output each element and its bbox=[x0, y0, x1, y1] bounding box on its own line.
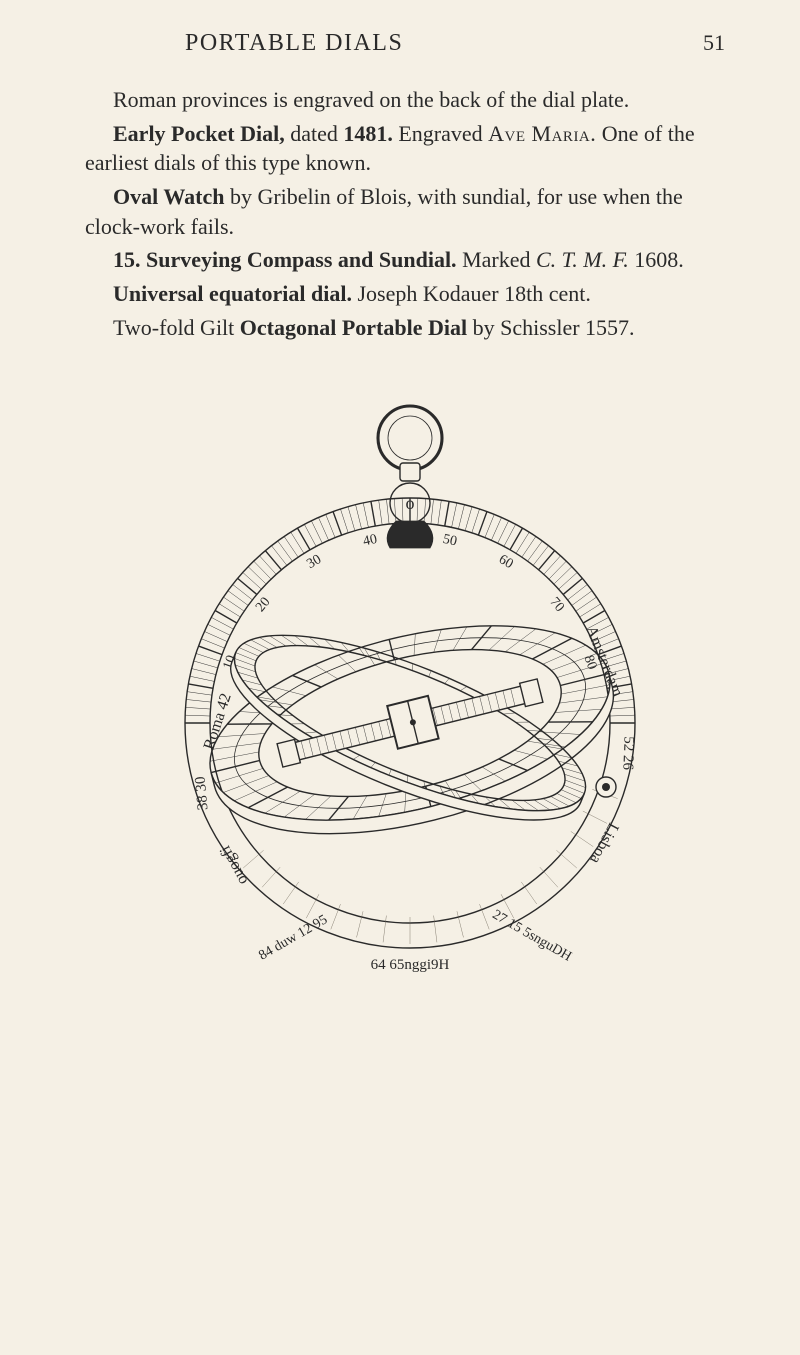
figure-container: o1020304050607080Roma 4238 30ouogfiAmste… bbox=[85, 363, 735, 983]
text: dated bbox=[285, 121, 344, 146]
svg-text:27 15 5snguDH: 27 15 5snguDH bbox=[490, 907, 574, 964]
svg-text:84 duw 12 95: 84 duw 12 95 bbox=[256, 912, 330, 963]
page-header: PORTABLE DIALS 51 bbox=[85, 30, 735, 57]
text: Engraved bbox=[393, 121, 488, 146]
bold-text: 15. Surveying Compass and Sundial. bbox=[113, 247, 457, 272]
text: Joseph Kodauer 18th cent. bbox=[352, 281, 591, 306]
text: by Schissler 1557. bbox=[467, 315, 634, 340]
svg-text:60: 60 bbox=[496, 552, 516, 572]
svg-text:64 65nggi9H: 64 65nggi9H bbox=[371, 957, 450, 973]
paragraph-1: Early Pocket Dial, dated 1481. Engraved … bbox=[85, 119, 735, 178]
bold-text: Octagonal Portable Dial bbox=[240, 315, 467, 340]
svg-text:70: 70 bbox=[546, 594, 566, 614]
italic-text: C. T. M. F. bbox=[536, 247, 629, 272]
svg-text:50: 50 bbox=[441, 531, 458, 549]
paragraph-2: Oval Watch by Gribelin of Blois, with su… bbox=[85, 182, 735, 241]
text: Marked bbox=[457, 247, 536, 272]
paragraph-5: Two-fold Gilt Octagonal Portable Dial by… bbox=[85, 313, 735, 343]
page-number: 51 bbox=[703, 30, 725, 56]
paragraph-0: Roman provinces is engraved on the back … bbox=[85, 85, 735, 115]
bold-text: Early Pocket Dial, bbox=[113, 121, 285, 146]
paragraph-4: Universal equatorial dial. Joseph Kodaue… bbox=[85, 279, 735, 309]
text: Two-fold Gilt bbox=[113, 315, 240, 340]
bold-text: 1481. bbox=[343, 121, 393, 146]
svg-text:ouogfi: ouogfi bbox=[216, 842, 251, 887]
bold-text: Universal equatorial dial. bbox=[113, 281, 352, 306]
svg-text:30: 30 bbox=[304, 552, 324, 572]
running-title: PORTABLE DIALS bbox=[185, 30, 403, 57]
svg-text:Lisboa: Lisboa bbox=[586, 819, 621, 865]
body-text: Roman provinces is engraved on the back … bbox=[85, 85, 735, 343]
svg-text:20: 20 bbox=[253, 594, 273, 614]
svg-text:40: 40 bbox=[362, 531, 379, 549]
armillary-dial-figure: o1020304050607080Roma 4238 30ouogfiAmste… bbox=[130, 363, 690, 983]
text: Roman provinces is engraved on the back … bbox=[113, 87, 629, 112]
bold-text: Oval Watch bbox=[113, 184, 224, 209]
svg-text:52 26: 52 26 bbox=[619, 735, 636, 770]
svg-text:38 30: 38 30 bbox=[193, 775, 212, 810]
text: 1608. bbox=[629, 247, 684, 272]
smallcaps-text: Ave Maria. bbox=[488, 121, 596, 146]
paragraph-3: 15. Surveying Compass and Sundial. Marke… bbox=[85, 245, 735, 275]
